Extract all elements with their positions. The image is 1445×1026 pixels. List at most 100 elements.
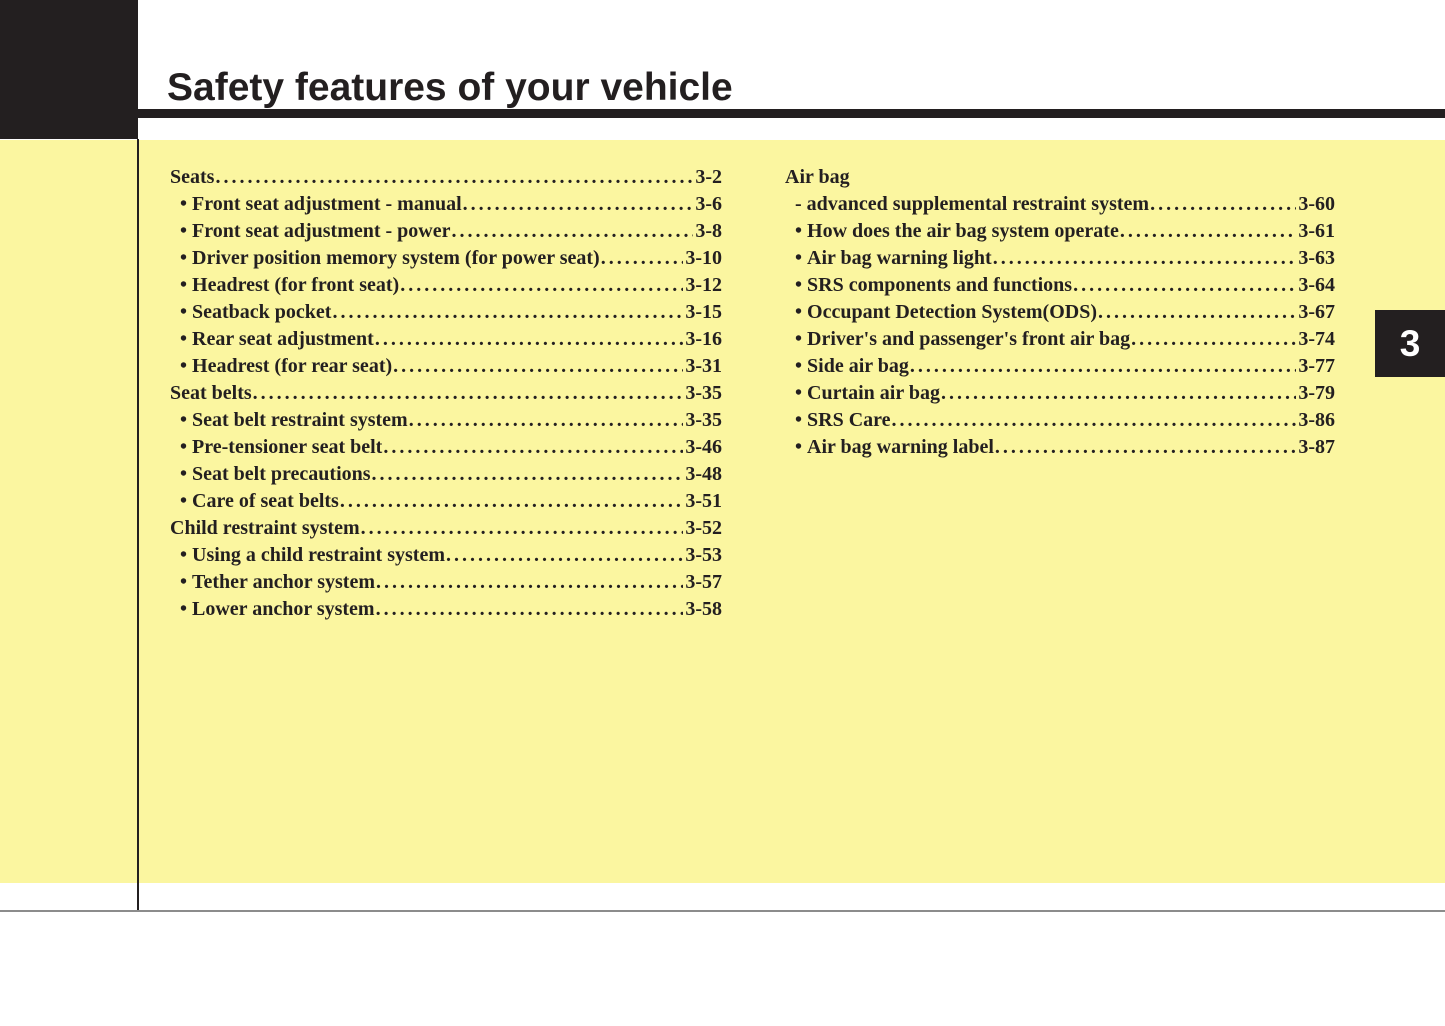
toc-dot-leader: . . . . . . . . . . . . . . . . . . . . … xyxy=(375,598,684,620)
toc-entry-page: 3-35 xyxy=(685,382,722,404)
toc-entry-page: 3-35 xyxy=(685,409,722,431)
toc-entry: Seatback pocket. . . . . . . . . . . . .… xyxy=(170,299,722,326)
chapter-corner-block xyxy=(0,0,138,139)
toc-entry-label: Seat belt precautions xyxy=(180,461,371,488)
toc-entry-label: Seatback pocket xyxy=(180,299,331,326)
toc-dot-leader: . . . . . . . . . . . . . . . . . . . . … xyxy=(332,301,683,323)
toc-entry-label: Care of seat belts xyxy=(180,488,339,515)
toc-entry-label: Lower anchor system xyxy=(180,596,375,623)
toc-entry-label: How does the air bag system operate xyxy=(795,218,1119,245)
toc-entry-label: Child restraint system xyxy=(170,517,360,539)
toc-entry-page: 3-12 xyxy=(685,274,722,296)
toc-entry-page: 3-48 xyxy=(685,463,722,485)
toc-dot-leader: . . . . . . . . . . . . . . . . . . . . … xyxy=(891,409,1297,431)
toc-dot-leader: . . . . . . . . . . . . . . . . . . . . … xyxy=(215,166,693,188)
toc-dot-leader: . . . . . . . . . . . . . . . . . . . . … xyxy=(393,355,683,377)
toc-entry: Driver position memory system (for power… xyxy=(170,245,722,272)
toc-entry-page: 3-52 xyxy=(685,517,722,539)
toc-dot-leader: . . . . . . . . . . . . . . . . . . . . … xyxy=(400,274,683,296)
toc-entry-label: Front seat adjustment - manual xyxy=(180,191,462,218)
toc-dot-leader: . . . . . . . . . . . . . . . . . . . . … xyxy=(451,220,694,242)
toc-dot-leader: . . . . . . . . . . . . . . . . . . . . … xyxy=(1073,274,1296,296)
toc-entry-page: 3-79 xyxy=(1298,382,1335,404)
toc-entry: Pre-tensioner seat belt. . . . . . . . .… xyxy=(170,434,722,461)
toc-entry-page: 3-6 xyxy=(695,193,722,215)
toc-entry-page: 3-64 xyxy=(1298,274,1335,296)
toc-entry: Air bag xyxy=(785,164,1335,191)
toc-entry-label: Seat belts xyxy=(170,382,252,404)
toc-entry-label: Seats xyxy=(170,166,215,188)
toc-entry-label: Side air bag xyxy=(795,353,909,380)
toc-entry-label: Seat belt restraint system xyxy=(180,407,408,434)
toc-entry: Seat belt restraint system. . . . . . . … xyxy=(170,407,722,434)
toc-entry: SRS Care. . . . . . . . . . . . . . . . … xyxy=(785,407,1335,434)
toc-entry: Lower anchor system. . . . . . . . . . .… xyxy=(170,596,722,623)
toc-dot-leader: . . . . . . . . . . . . . . . . . . . . … xyxy=(600,247,684,269)
toc-entry-page: 3-10 xyxy=(685,247,722,269)
chapter-number-tab: 3 xyxy=(1375,310,1445,377)
toc-entry: Front seat adjustment - manual. . . . . … xyxy=(170,191,722,218)
toc-entry-label: - advanced supplemental restraint system xyxy=(795,193,1150,215)
toc-entry-label: Tether anchor system xyxy=(180,569,375,596)
toc-entry-page: 3-60 xyxy=(1298,193,1335,215)
footer-rule xyxy=(0,910,1445,912)
toc-entry: Curtain air bag. . . . . . . . . . . . .… xyxy=(785,380,1335,407)
toc-column-right: Air bag - advanced supplemental restraint… xyxy=(785,164,1335,461)
toc-entry-page: 3-87 xyxy=(1298,436,1335,458)
toc-dot-leader: . . . . . . . . . . . . . . . . . . . . … xyxy=(992,247,1297,269)
toc-dot-leader: . . . . . . . . . . . . . . . . . . . . … xyxy=(374,328,683,350)
toc-entry: Headrest (for rear seat). . . . . . . . … xyxy=(170,353,722,380)
toc-entry-page: 3-67 xyxy=(1298,301,1335,323)
toc-entry-label: Air bag warning label xyxy=(795,434,994,461)
toc-entry-label: Curtain air bag xyxy=(795,380,940,407)
toc-entry-page: 3-77 xyxy=(1298,355,1335,377)
toc-entry-label: SRS components and functions xyxy=(795,272,1072,299)
toc-entry-label: Driver position memory system (for power… xyxy=(180,245,600,272)
toc-entry-page: 3-51 xyxy=(685,490,722,512)
toc-entry: SRS components and functions. . . . . . … xyxy=(785,272,1335,299)
toc-dot-leader: . . . . . . . . . . . . . . . . . . . . … xyxy=(383,436,683,458)
toc-dot-leader: . . . . . . . . . . . . . . . . . . . . … xyxy=(375,571,683,593)
toc-entry: Using a child restraint system. . . . . … xyxy=(170,542,722,569)
toc-dot-leader: . . . . . . . . . . . . . . . . . . . . … xyxy=(462,193,694,215)
toc-entry: Rear seat adjustment. . . . . . . . . . … xyxy=(170,326,722,353)
toc-dot-leader: . . . . . . . . . . . . . . . . . . . . … xyxy=(371,463,684,485)
chapter-number: 3 xyxy=(1399,322,1421,364)
toc-entry: Seat belt precautions. . . . . . . . . .… xyxy=(170,461,722,488)
toc-entry: Care of seat belts. . . . . . . . . . . … xyxy=(170,488,722,515)
toc-entry-label: Front seat adjustment - power xyxy=(180,218,451,245)
toc-entry-page: 3-31 xyxy=(685,355,722,377)
toc-entry-page: 3-58 xyxy=(685,598,722,620)
toc-entry: Side air bag. . . . . . . . . . . . . . … xyxy=(785,353,1335,380)
toc-entry-page: 3-57 xyxy=(685,571,722,593)
toc-entry: Air bag warning light. . . . . . . . . .… xyxy=(785,245,1335,272)
toc-entry: How does the air bag system operate. . .… xyxy=(785,218,1335,245)
page-title: Safety features of your vehicle xyxy=(167,66,733,109)
toc-dot-leader: . . . . . . . . . . . . . . . . . . . . … xyxy=(909,355,1296,377)
toc-dot-leader: . . . . . . . . . . . . . . . . . . . . … xyxy=(360,517,684,539)
toc-entry-page: 3-8 xyxy=(695,220,722,242)
toc-entry-label: Headrest (for front seat) xyxy=(180,272,399,299)
toc-entry-page: 3-53 xyxy=(685,544,722,566)
toc-entry-label: Pre-tensioner seat belt xyxy=(180,434,382,461)
toc-entry: Driver's and passenger's front air bag. … xyxy=(785,326,1335,353)
toc-entry-label: Headrest (for rear seat) xyxy=(180,353,392,380)
toc-entry: Front seat adjustment - power. . . . . .… xyxy=(170,218,722,245)
toc-entry-page: 3-16 xyxy=(685,328,722,350)
toc-entry-page: 3-2 xyxy=(695,166,722,188)
toc-entry: Air bag warning label. . . . . . . . . .… xyxy=(785,434,1335,461)
toc-entry-label: Air bag xyxy=(785,166,850,188)
toc-entry-label: Rear seat adjustment xyxy=(180,326,374,353)
title-underline-rule xyxy=(138,109,1445,118)
toc-entry-label: Occupant Detection System(ODS) xyxy=(795,299,1097,326)
toc-entry: Child restraint system. . . . . . . . . … xyxy=(170,515,722,542)
toc-entry-page: 3-61 xyxy=(1298,220,1335,242)
toc-dot-leader: . . . . . . . . . . . . . . . . . . . . … xyxy=(941,382,1296,404)
toc-entry-label: SRS Care xyxy=(795,407,891,434)
toc-entry: Seats. . . . . . . . . . . . . . . . . .… xyxy=(170,164,722,191)
toc-column-left: Seats. . . . . . . . . . . . . . . . . .… xyxy=(170,164,722,623)
toc-entry-label: Driver's and passenger's front air bag xyxy=(795,326,1130,353)
toc-dot-leader: . . . . . . . . . . . . . . . . . . . . … xyxy=(408,409,684,431)
toc-dot-leader: . . . . . . . . . . . . . . . . . . . . … xyxy=(445,544,683,566)
